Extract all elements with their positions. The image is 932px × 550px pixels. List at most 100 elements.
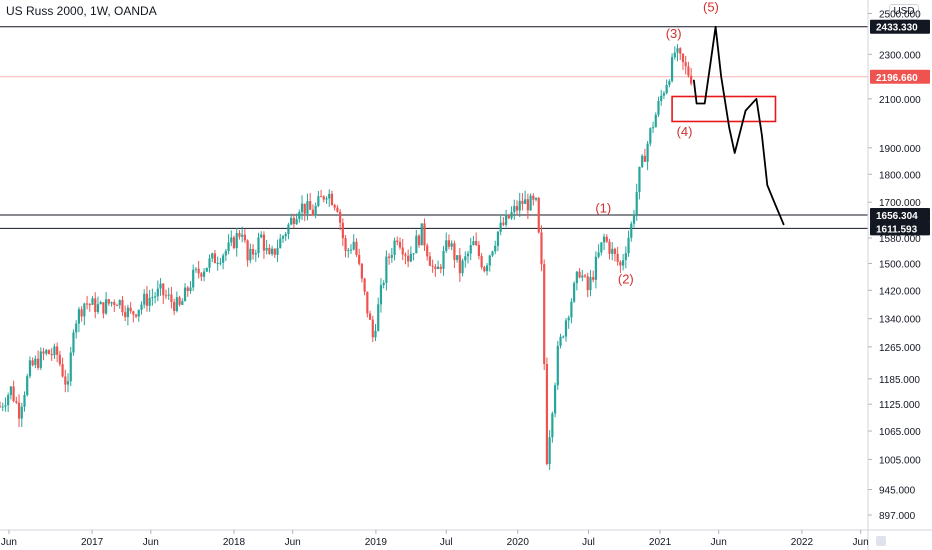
price-tick-label: 1700.000 — [879, 198, 921, 209]
candle-body — [390, 254, 393, 258]
candle-body — [551, 413, 554, 438]
candle — [303, 203, 306, 222]
candle — [273, 248, 276, 258]
candle-body — [85, 303, 89, 305]
candle-body — [94, 298, 97, 312]
candle-body — [227, 242, 230, 252]
candle-body — [687, 66, 690, 76]
candle — [53, 343, 56, 360]
candle — [665, 79, 668, 95]
candle-body — [156, 288, 159, 297]
candle-body — [80, 309, 83, 317]
candle-body — [107, 299, 110, 304]
candle-body — [398, 241, 402, 248]
candle-body — [72, 332, 75, 353]
time-tick-label: 2019 — [365, 537, 388, 548]
candle — [200, 271, 203, 282]
candle-body — [115, 305, 119, 307]
candle — [635, 183, 638, 221]
candle-body — [371, 319, 374, 338]
candle — [619, 260, 622, 274]
candle — [624, 246, 627, 269]
candle-body — [105, 299, 108, 314]
candle-body — [137, 309, 140, 317]
candle-body — [287, 224, 290, 235]
candle — [605, 234, 608, 244]
wave-label: (3) — [666, 26, 682, 41]
candle-body — [679, 48, 682, 54]
candle — [96, 296, 100, 315]
candle-body — [480, 256, 483, 268]
candle-body — [570, 301, 573, 318]
candle-body — [583, 275, 587, 277]
price-axis[interactable]: 2500.000 2300.000 2100.000 1900.000 1800.000… — [868, 10, 921, 523]
candle-body — [254, 253, 257, 255]
candle-body — [518, 200, 521, 211]
candle — [532, 193, 535, 206]
level-price-label: 2433.330 — [876, 23, 918, 34]
candle — [496, 231, 500, 252]
candle-body — [450, 243, 453, 247]
price-tick-label: 1420.000 — [879, 286, 921, 297]
candle — [162, 283, 165, 304]
price-tick-label: 2300.000 — [879, 50, 921, 61]
candle — [75, 320, 78, 339]
currency-button[interactable]: USD — [889, 4, 919, 20]
candle-body — [173, 302, 176, 312]
axis-settings-icon[interactable] — [876, 536, 886, 546]
price-tick-label: 2500.000 — [879, 10, 921, 21]
candle — [333, 203, 336, 211]
candle-body — [502, 222, 505, 225]
candle — [12, 380, 15, 403]
candle — [363, 277, 366, 296]
candle — [564, 318, 568, 342]
candle — [328, 189, 331, 207]
candle — [121, 295, 124, 316]
candle-body — [456, 255, 459, 260]
candle-body — [521, 200, 524, 204]
time-tick-label: 2022 — [791, 537, 814, 548]
candle — [379, 278, 383, 313]
candle — [164, 289, 168, 300]
candle — [36, 350, 40, 370]
candle-body — [496, 231, 500, 246]
candle-body — [401, 247, 404, 255]
candle-body — [132, 311, 135, 315]
candle-body — [140, 304, 143, 310]
candle-body — [483, 267, 486, 272]
candle — [222, 253, 225, 270]
candle — [475, 232, 478, 247]
candle-body — [99, 302, 102, 305]
candle — [249, 243, 252, 264]
candle — [575, 270, 578, 291]
candle-body — [322, 196, 325, 200]
candle — [140, 301, 143, 315]
candle — [341, 218, 344, 247]
candle-body — [684, 62, 687, 67]
candle-body — [251, 248, 255, 255]
candle-body — [553, 385, 557, 414]
projection-line — [693, 25, 785, 226]
candle-body — [262, 234, 266, 251]
candle — [23, 391, 26, 412]
candle — [186, 285, 189, 297]
price-tick-label: 1800.000 — [879, 170, 921, 181]
candle — [404, 252, 407, 265]
time-tick-label: Jun — [285, 537, 301, 548]
candle-body — [681, 53, 685, 63]
candle-body — [602, 236, 606, 243]
candle — [477, 241, 480, 260]
candle-body — [222, 255, 225, 263]
candle-body — [39, 351, 42, 368]
candle-body — [616, 253, 619, 262]
candle — [632, 209, 636, 228]
time-axis[interactable]: Jun 2017 Jun 2018 Jun 2019 Jul 2020 Jul 2021 Jun 20… — [1, 530, 869, 548]
candle-body — [290, 217, 293, 225]
candle-body — [668, 81, 671, 85]
candle-body — [436, 266, 440, 270]
candle-body — [143, 293, 146, 305]
candle — [592, 270, 595, 283]
candle — [194, 267, 198, 273]
candle-body — [336, 207, 339, 212]
